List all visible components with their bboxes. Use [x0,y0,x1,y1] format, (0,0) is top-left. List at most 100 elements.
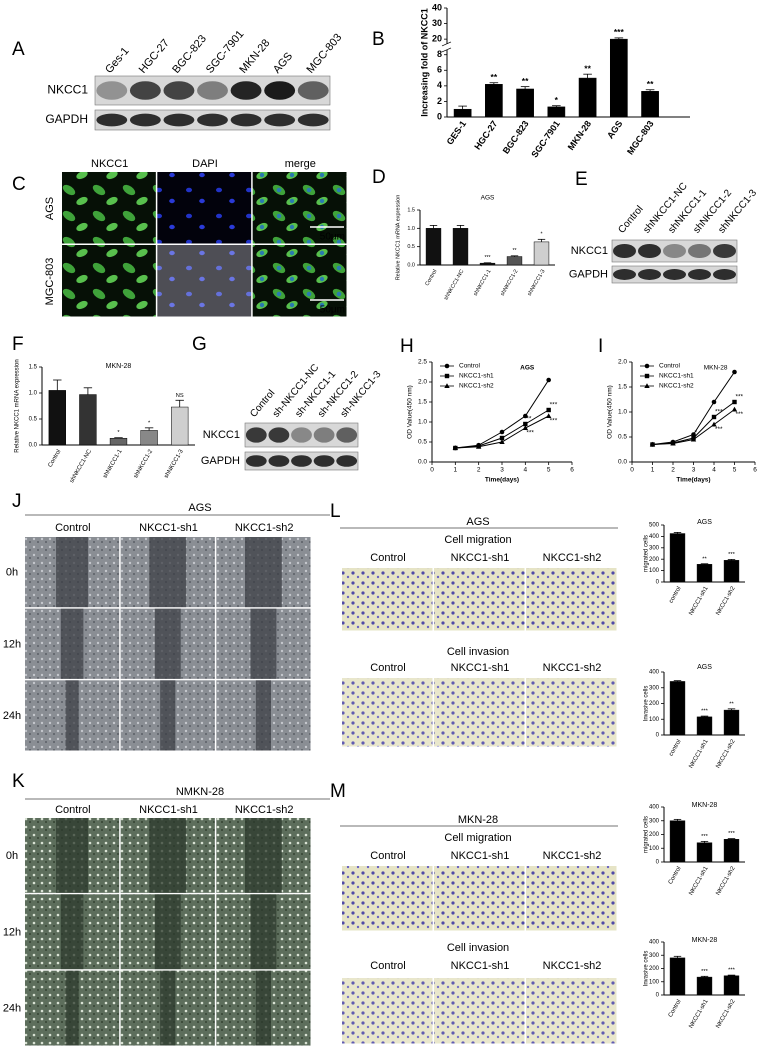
wound-gap [160,680,176,751]
column-label: NKCC1-sh1 [451,960,510,972]
y-tick-label: 1.0 [29,391,38,397]
y-tick-label: 2.0 [618,359,627,366]
y-tick-label: 500 [649,523,660,529]
micrograph [342,678,433,747]
y-tick-label: 0 [656,993,660,999]
x-tick-label: NKCC1-sh1 [688,865,710,896]
blot-band [163,113,195,127]
blot-band [230,81,262,100]
y-tick-label: 100 [649,717,660,723]
micrograph [434,866,525,931]
row-label: 0h [6,850,18,862]
wound-gap [245,537,282,608]
x-tick-label: 2 [671,467,675,474]
row-label: 24h [3,710,21,722]
micrograph [62,172,156,244]
blot-band [245,427,267,443]
blot-band [268,455,290,467]
x-tick-label: NKCC1-sh1 [688,585,710,616]
y-axis-label: OD Value(450 nm) [407,385,414,439]
y-tick-label: 100 [649,568,660,574]
significance: ** [522,76,529,86]
section-title: Cell invasion [447,942,509,954]
bar [171,406,189,446]
x-tick-label: Control [668,866,683,886]
significance: * [540,232,542,238]
legend-label: NKCC1-sh2 [659,383,694,390]
column-label: Control [370,850,405,862]
micrograph [62,245,156,317]
x-tick-label: 2 [477,467,481,474]
x-tick-label: BGC-823 [501,119,531,156]
panel-letter: J [12,491,22,512]
micrograph [434,978,525,1044]
bar [452,228,469,266]
y-tick-label: 0.0 [618,459,627,466]
blot-band [688,243,711,259]
marker [732,369,737,375]
y-tick-label: 4 [437,80,442,90]
y-tick-label: 0.5 [418,439,427,446]
panel-title: NMKN-28 [176,786,224,798]
bar [696,564,713,583]
x-tick-label: shNKCC1-NC [443,269,465,302]
bar [696,716,713,736]
blot-band [245,455,267,467]
significance: ** [702,556,707,562]
y-tick-label: 400 [649,940,660,946]
x-tick-label: GES-1 [445,119,469,147]
panel-letter: C [12,174,26,195]
blot-band [163,81,195,100]
micrograph [252,245,347,317]
blot-band [197,113,228,127]
significance: *** [728,968,735,974]
axis-break [441,41,452,47]
y-tick-label: 1.5 [418,399,427,406]
marker [523,421,528,427]
y-tick-label: 2.0 [418,379,427,386]
chart-title: AGS [697,519,712,526]
significance: *** [728,552,735,558]
blot-band [291,455,312,467]
lane-label: BGC-823 [170,33,209,76]
y-tick-label: 2.5 [418,359,427,366]
x-tick-label: MGC-803 [625,119,656,157]
micrograph [157,172,252,244]
marker [731,406,738,412]
significance: *** [701,834,708,840]
legend-label: NKCC1-sh2 [459,383,494,390]
x-tick-label: NKCC1-sh2 [715,998,737,1029]
wound-gap [65,680,79,751]
bar [140,430,158,446]
axis-break [443,43,451,50]
x-tick-label: NKCC1-sh2 [715,738,737,769]
x-tick-label: 0 [430,467,434,474]
wound-gap [250,894,277,970]
blot-band [638,243,661,259]
legend-label: Control [659,363,681,370]
row-label: 24h [3,1003,21,1015]
x-tick-label: AGS [605,119,624,141]
panel-letter: M [330,781,346,802]
y-tick-label: 0 [656,860,660,866]
column-label: Control [55,522,90,534]
x-tick-label: 5 [547,467,551,474]
x-tick-label: NKCC1-sh2 [715,865,737,896]
scale-bar-label: 50μm [320,232,345,243]
blot-band [613,243,636,259]
bar [669,820,686,863]
y-tick-label: 2 [437,96,442,106]
significance: *** [484,255,490,261]
bar [696,842,713,863]
x-tick-label: 1 [651,467,655,474]
marker [649,441,656,447]
column-label: Control [55,804,90,816]
legend-marker [644,373,650,379]
bar [79,394,97,446]
wound-gap [255,970,271,1046]
x-tick-label: Control [668,999,683,1019]
wound-gap [250,608,277,679]
row-label: 12h [3,638,21,650]
column-label: NKCC1 [91,158,128,170]
